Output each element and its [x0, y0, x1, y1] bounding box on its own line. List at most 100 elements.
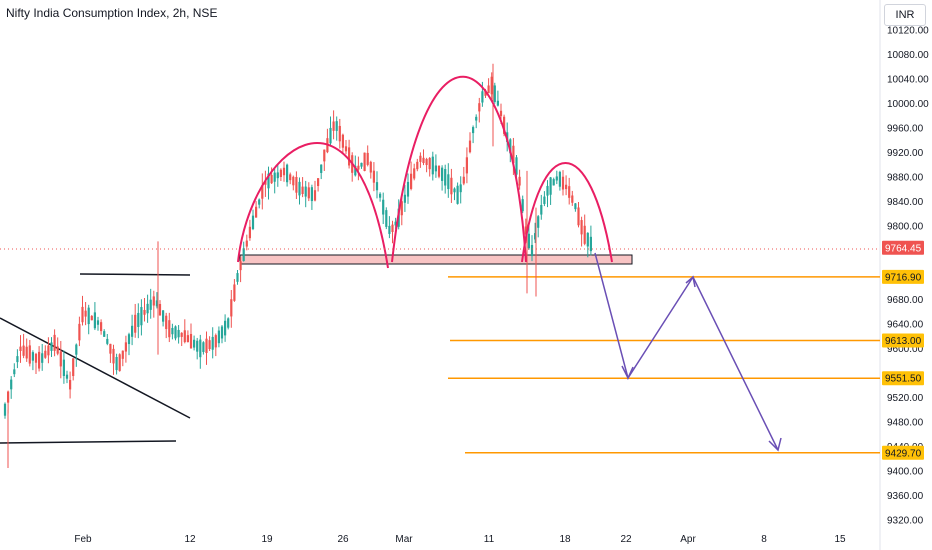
candle-body	[211, 336, 214, 350]
candle-body	[59, 351, 62, 367]
candle-body	[103, 331, 106, 337]
price-tick-label: 10040.00	[887, 75, 929, 86]
candle-body	[313, 190, 317, 201]
candle-body	[279, 169, 282, 178]
price-tick-label: 9800.00	[887, 222, 924, 233]
candle-body	[317, 178, 320, 187]
candle-body	[332, 121, 335, 131]
price-tick-label: 9880.00	[887, 173, 924, 184]
candle-body	[34, 353, 38, 363]
candle-body	[403, 194, 406, 203]
candle-body	[165, 315, 168, 330]
candle-body	[310, 187, 313, 202]
support-zone	[239, 254, 633, 265]
candle-body	[106, 338, 109, 344]
candle-body	[348, 147, 351, 166]
candle-body	[90, 315, 93, 321]
candle-body	[515, 157, 518, 175]
time-tick-label: Mar	[395, 534, 413, 545]
candle-body	[580, 220, 583, 235]
candle-body	[481, 91, 484, 103]
candle-body	[217, 330, 220, 344]
target-price-label: 9716.90	[885, 272, 922, 283]
candle-body	[62, 359, 65, 376]
candle-body	[323, 149, 326, 162]
candle-body	[143, 309, 146, 315]
candle-body	[487, 85, 490, 94]
candle-body	[298, 181, 301, 196]
candle-body	[78, 323, 81, 341]
candle-body	[183, 330, 186, 343]
candle-body	[236, 273, 239, 282]
candle-body	[410, 173, 413, 189]
candle-body	[484, 90, 487, 96]
time-tick-label: 15	[834, 534, 846, 545]
candle-body	[589, 236, 592, 252]
candle-body	[360, 162, 363, 167]
candle-body	[193, 339, 196, 348]
candle-body	[47, 345, 50, 356]
candle-body	[115, 357, 118, 371]
candle-body	[146, 303, 149, 314]
candle-body	[44, 350, 47, 358]
candle-body	[261, 185, 264, 199]
pattern-arc-2	[391, 75, 527, 263]
candle-body	[425, 158, 428, 166]
candle-body	[496, 100, 499, 106]
candle-body	[109, 343, 112, 354]
target-price-label: 9429.70	[885, 448, 922, 459]
candle-body	[456, 185, 459, 204]
candle-body	[289, 174, 292, 181]
last-price-label: 9764.45	[885, 243, 922, 254]
candle-body	[140, 307, 143, 326]
price-tick-label: 9360.00	[887, 491, 924, 502]
candle-body	[230, 299, 233, 317]
candle-body	[131, 325, 134, 337]
candle-body	[344, 146, 348, 152]
candle-body	[503, 116, 506, 134]
last-price-tag	[882, 240, 924, 255]
candle-body	[518, 176, 521, 186]
candle-body	[180, 332, 183, 337]
candle-body	[205, 338, 208, 354]
candle-body	[137, 312, 140, 327]
candle-body	[546, 185, 549, 196]
candle-body	[227, 318, 230, 328]
candle-body	[84, 310, 87, 317]
candle-body	[335, 121, 338, 131]
candle-body	[202, 342, 205, 352]
candle-body	[292, 176, 295, 186]
price-tick-label: 9680.00	[887, 295, 924, 306]
candle-body	[273, 172, 276, 182]
candle-body	[400, 201, 403, 216]
candle-body	[134, 314, 137, 333]
candle-body	[478, 103, 481, 112]
candle-body	[540, 204, 543, 215]
candle-body	[7, 391, 10, 403]
price-tick-label: 9320.00	[887, 516, 924, 527]
candle-body	[189, 333, 193, 349]
candle-body	[245, 240, 248, 247]
candle-body	[527, 233, 530, 249]
candle-body	[22, 345, 25, 356]
candle-body	[450, 177, 453, 195]
price-tick-label: 10080.00	[887, 50, 929, 61]
candle-body	[537, 216, 540, 228]
candle-body	[214, 335, 217, 348]
candle-body	[10, 379, 13, 390]
candle-body	[112, 348, 115, 364]
candle-body	[208, 340, 211, 350]
candle-body	[65, 374, 69, 379]
candle-body	[453, 188, 456, 193]
candle-body	[56, 346, 59, 354]
time-tick-label: Feb	[74, 534, 92, 545]
candle-body	[512, 145, 515, 164]
projection-arrowhead-3	[768, 437, 782, 452]
candle-body	[295, 176, 298, 193]
candle-body	[437, 165, 441, 177]
currency-selector[interactable]: INR	[884, 4, 926, 26]
candle-body	[366, 152, 369, 165]
candle-body	[475, 116, 478, 121]
